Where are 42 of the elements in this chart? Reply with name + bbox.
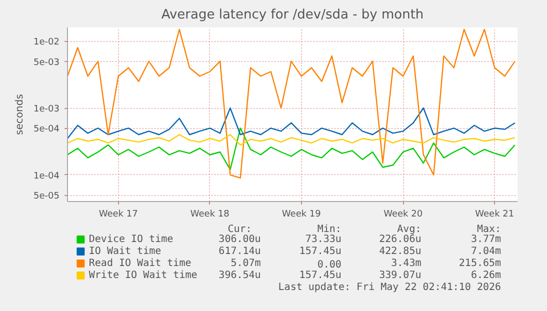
text: 5.07m [230, 258, 261, 269]
line-series [68, 134, 516, 146]
text: 73.33u [305, 234, 342, 245]
line-series [68, 28, 516, 179]
y-tick-label: 1e-02 [34, 38, 60, 48]
text: Cur: [228, 224, 252, 235]
text: 3.77m [470, 234, 502, 245]
line-series [68, 107, 516, 140]
legend-label: Read IO Wait time [88, 258, 192, 269]
text: Last update: Fri May 22 02:41:10 2026 [278, 282, 502, 293]
y-tick-label: 5e-04 [34, 124, 60, 135]
text: 3.43m [391, 258, 422, 269]
text: 157.45u [299, 246, 342, 257]
x-tick-label: Week 18 [190, 210, 230, 220]
line-series [68, 128, 516, 170]
text: 617.14u [218, 246, 261, 257]
x-tick-label: Week 20 [384, 210, 423, 220]
text: 0.00 [317, 260, 342, 270]
y-tick-label: 5e-03 [34, 58, 60, 68]
y-tick-label: 1e-03 [34, 104, 60, 115]
text: Max: [476, 224, 502, 235]
text: 422.85u [379, 246, 422, 257]
text: 215.65m [458, 258, 502, 269]
text: 157.45u [299, 270, 342, 281]
legend-label: Write IO Wait time [88, 270, 198, 281]
text: 6.26m [470, 270, 502, 281]
text: Min: [317, 224, 342, 235]
x-tick-label: Week 19 [282, 210, 322, 220]
text: 7.04m [470, 246, 502, 257]
text: Avg: [397, 224, 422, 235]
x-tick-label: Week 17 [98, 210, 138, 220]
text: 396.54u [218, 270, 261, 281]
legend-label: Device IO time [88, 234, 174, 245]
text: 306.00u [218, 234, 261, 245]
y-axis-title: seconds [14, 94, 26, 135]
x-tick-label: Week 21 [475, 210, 514, 220]
chart-title: Average latency for /dev/sda - by month [161, 8, 424, 22]
text: 339.07u [379, 270, 422, 281]
y-tick-label: 5e-05 [34, 192, 60, 202]
y-tick-label: 1e-04 [34, 171, 60, 182]
legend-label: IO Wait time [88, 246, 162, 257]
text: 226.06u [379, 234, 422, 245]
